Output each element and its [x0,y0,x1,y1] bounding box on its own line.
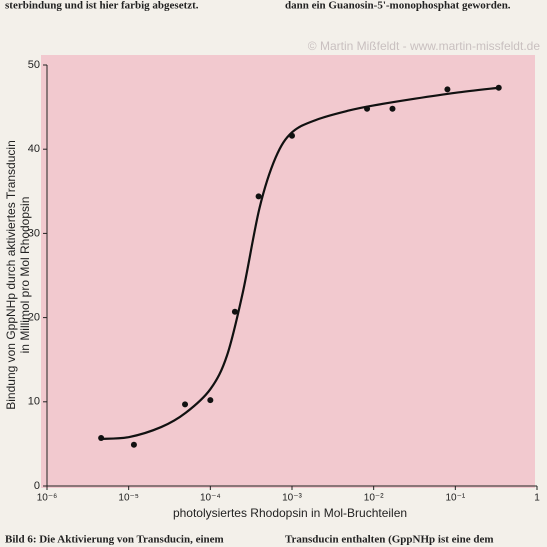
x-tick-label: 10⁻⁴ [200,493,221,504]
caption: Transducin enthalten (GppNHp ist eine de… [285,534,494,546]
watermark: © Martin Mißfeldt - www.martin-missfeldt… [308,39,541,53]
x-tick-label: 10⁻⁶ [37,493,58,504]
y-tick-label: 40 [28,143,40,155]
caption: Bild 6: Die Aktivierung von Transducin, … [5,534,224,546]
x-axis-label: photolysiertes Rhodopsin in Mol-Bruchtei… [173,506,407,520]
data-point [130,441,137,448]
y-tick-label: 30 [28,227,40,239]
y-axis-label: in Millimol pro Mol Rhodopsin [18,197,32,354]
header-text: dann ein Guanosin-5'-monophosphat geword… [285,0,511,12]
y-tick-label: 50 [28,59,40,71]
data-point [231,308,238,315]
y-axis-label: Bindung von GppNHp durch aktiviertes Tra… [4,140,18,409]
x-tick-label: 10⁻¹ [445,493,465,504]
data-point [255,193,262,200]
x-tick-label: 10⁻⁵ [118,493,139,504]
y-tick-label: 0 [34,480,40,492]
header-text: sterbindung und ist hier farbig abgesetz… [5,0,199,12]
fit-curve [101,86,499,440]
y-tick-label: 20 [28,312,40,324]
x-tick-label: 10⁻² [364,493,384,504]
x-tick-label: 1 [534,493,540,504]
data-point [444,86,451,93]
x-tick-label: 10⁻³ [282,493,302,504]
data-point [389,105,396,112]
plot-area [41,55,535,488]
y-tick-label: 10 [28,396,40,408]
data-point [182,401,189,408]
data-point [207,397,214,404]
